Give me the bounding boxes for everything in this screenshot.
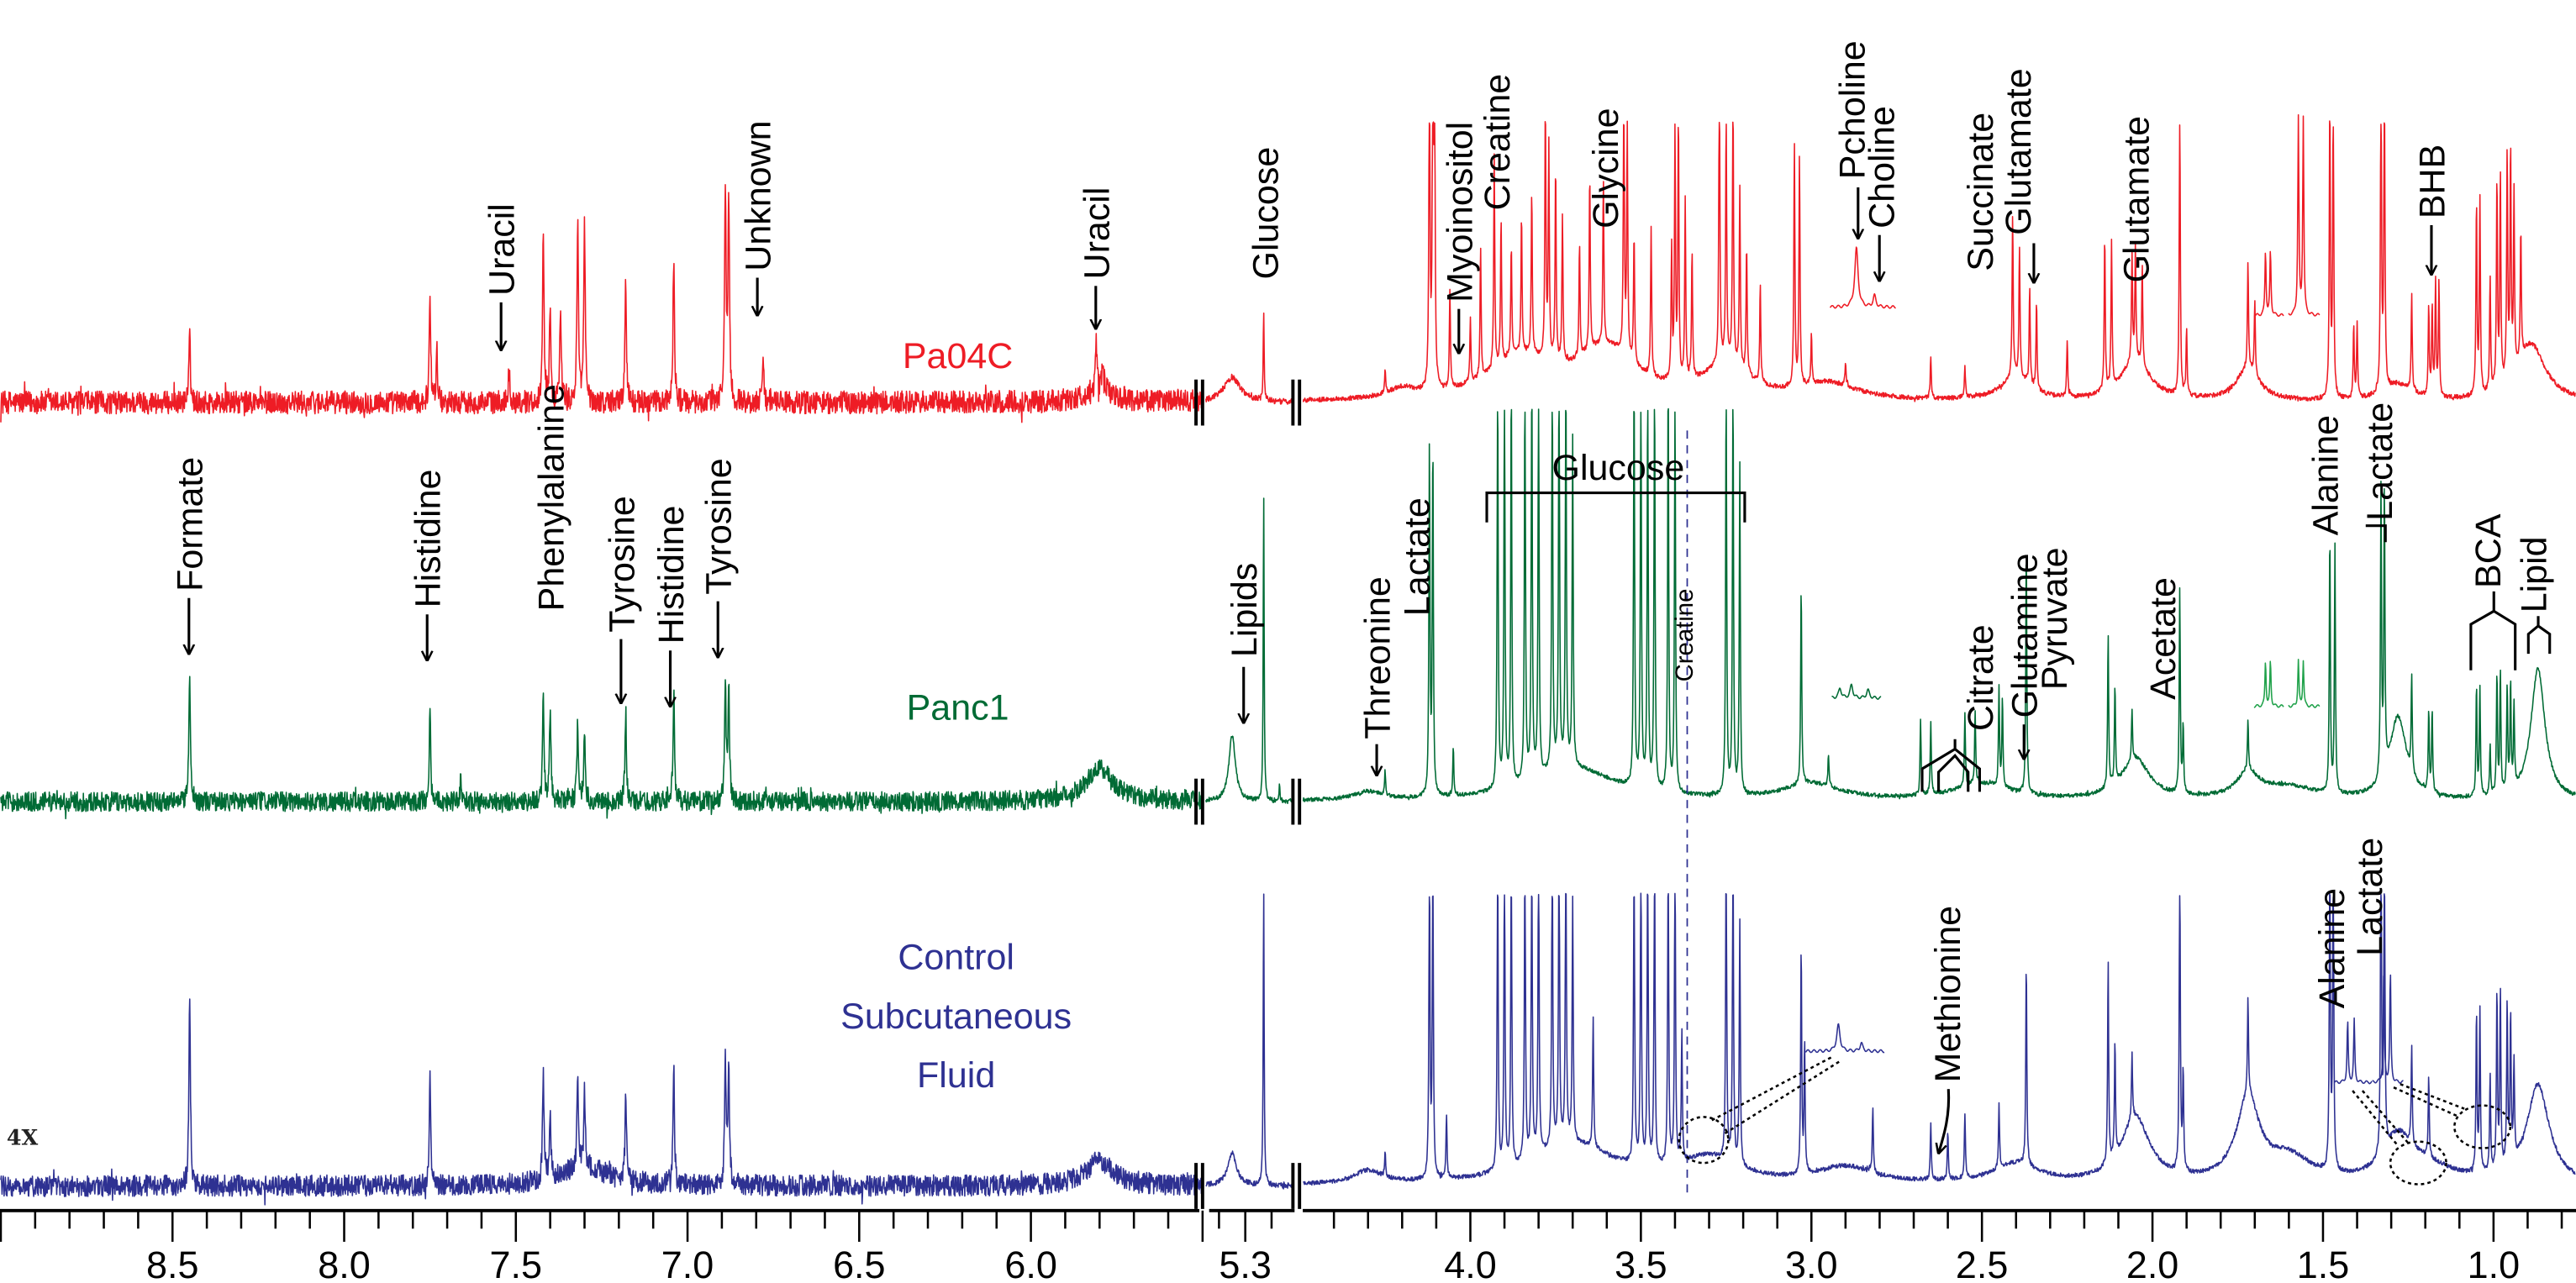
x-tick-label: 4.0 [1444,1244,1496,1283]
glucose-bracket-label: Glucose [1552,448,1685,488]
peak-label: Glucose [1246,147,1287,280]
spectrum-trace [1205,893,1293,1190]
x-tick-label: 8.0 [318,1244,370,1283]
dotted-callout-line [2400,1083,2465,1110]
x-tick-label: 7.5 [490,1244,542,1283]
lactate-marker [2365,524,2387,543]
peak-label: Uracil [1077,187,1117,280]
dotted-callout-ellipse [2389,1140,2447,1186]
inset-control-creatine [1804,1023,1885,1054]
peak-label: Formate [170,457,210,592]
peak-label: Lactate [2350,838,2390,956]
peak-label: Glutamate [1999,68,2039,234]
peak-label: Lipid [2515,536,2555,613]
x-tick-label: 2.0 [2126,1244,2178,1283]
spectrum-trace [1204,312,1293,405]
lipid-fork [2526,616,2552,655]
sample-label-control: Subcutaneous [840,996,1072,1037]
methionine-arrow-icon [1939,1089,1951,1153]
peak-label: Lactate [2360,402,2400,521]
x-tick-label: 6.0 [1004,1244,1056,1283]
peak-label: Alanine [2312,888,2352,1008]
inset-pcholine-choline [1829,246,1896,309]
peak-label: Methionine [1928,906,1968,1082]
spectra-layer [0,120,2576,1209]
x-tick-label: 8.5 [146,1244,198,1283]
peak-label: Lactate [1397,497,1437,616]
peak-label: Acetate [2143,577,2184,700]
peak-label: Pyruvate [2035,547,2075,690]
x-tick-label: 3.0 [1785,1244,1837,1283]
dotted-callout-line [2352,1090,2400,1148]
spectrum-control [0,892,2576,1209]
peak-label: Lipids [1225,563,1265,657]
peak-label: Glutamate [2117,116,2157,282]
peak-label: Succinate [1961,113,2001,271]
inset-panc1-doublet-2 [2288,659,2321,708]
peak-label: Myoinositol [1440,122,1480,302]
inset-control-lactate [2372,974,2404,1084]
dotted-callout-line [2393,1086,2460,1118]
sample-label-panc1: Panc1 [907,687,1009,728]
peak-label: Tyrosine [602,496,642,633]
bca-fork [2469,591,2517,670]
peak-label: Choline [1862,106,1903,229]
dotted-callout-ellipse [1678,1116,1730,1165]
peak-label: Alanine [2305,415,2346,535]
x-tick-label: 7.0 [661,1244,714,1283]
peak-label: Histidine [408,470,449,608]
x-tick-label: 1.5 [2297,1244,2349,1283]
peak-label: Unknown [739,120,779,271]
sample-label-pa04c: Pa04C [903,336,1013,376]
x-tick-label: 5.3 [1219,1244,1271,1283]
x-tick-label: 2.5 [1956,1244,2008,1283]
sample-label-control: Fluid [917,1055,995,1096]
spectrum-panc1 [0,408,2576,825]
peak-label: BHB [2412,145,2452,218]
glucose-bracket [1485,492,1746,523]
inset-pa04c-doublet-1 [2253,250,2284,318]
peak-label: Creatine [1478,74,1518,211]
x-axis: 8.5 8.0 7.5 7.0 6.5 6.0 5.3 4.0 3.5 3.0 2.5 2.0 1.5 1… [0,1208,2576,1283]
inset-control-alanine [2334,1017,2373,1085]
peak-label: Citrate [1961,624,2001,731]
spectrum-trace [1204,497,1293,805]
spectrum-pa04c [0,120,2576,426]
x-tick-label: 3.5 [1615,1244,1667,1283]
peak-label: BCA [2468,513,2509,588]
dotted-callout-line [2361,1090,2410,1144]
peak-label: Glycine [1586,108,1626,228]
scale-note: 4X [7,1125,39,1150]
inset-pa04c-doublet-2 [2288,113,2321,317]
peak-label: Uracil [482,203,523,296]
sample-label-control: Control [898,937,1014,977]
peak-label: Creatine [1671,589,1699,682]
peak-label: Pcholine [1832,40,1873,179]
dotted-callout-line [1711,1054,1835,1122]
inset-layer [1678,113,2512,1186]
inset-panc1-doublet-1 [2253,660,2284,708]
spectrum-trace [1302,120,2576,403]
peak-label: Tyrosine [699,458,740,595]
inset-panc1-creatine [1831,683,1882,700]
peak-label: Histidine [651,506,692,644]
spectrum-trace [0,998,1204,1206]
annotation-layer: Uracil Unknown Uracil Glucose MyoinositolCre… [7,40,2555,1153]
spectrum-trace [0,676,1204,820]
peak-label: Glutamine [2005,553,2046,718]
peak-label: Threonine [1358,576,1399,739]
spectrum-trace [0,184,1204,423]
peak-label: Phenylalanine [531,384,572,611]
x-tick-label: 6.5 [833,1244,885,1283]
dotted-callout-line [1724,1060,1841,1135]
spectrum-trace [1303,892,2576,1186]
x-tick-label: 1.0 [2468,1244,2520,1283]
dotted-callout-ellipse [2453,1104,2512,1149]
citrate-fork [1920,739,1982,792]
